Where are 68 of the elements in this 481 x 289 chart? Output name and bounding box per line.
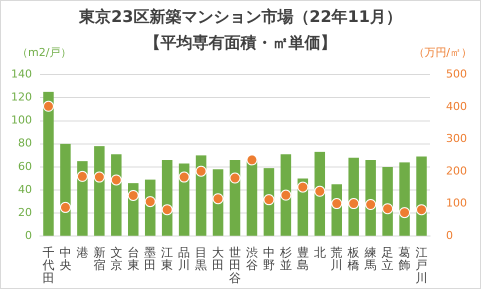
- point: [110, 174, 122, 186]
- y-tick-label: 60: [18, 160, 32, 173]
- point: [212, 193, 224, 204]
- y-tick-label: 120: [10, 90, 32, 104]
- y2-tick-label: 400: [446, 100, 468, 113]
- x-tick-label: 足立: [382, 246, 394, 272]
- y-tick-label: 20: [18, 206, 32, 219]
- point: [144, 196, 156, 208]
- y2-axis-title: （万円/㎡）: [413, 45, 472, 60]
- x-tick-label: 練馬: [364, 246, 377, 272]
- point: [76, 170, 88, 182]
- bar: [94, 146, 105, 236]
- point: [128, 190, 139, 201]
- chart-subtitle: 【平均専有面積・㎡単価】: [144, 33, 336, 52]
- x-tick-label: 世田谷: [229, 246, 241, 285]
- bar: [60, 144, 71, 236]
- point: [60, 202, 71, 213]
- y-axis-title: （m2/戸）: [17, 45, 72, 60]
- y-tick-label: 140: [10, 67, 32, 80]
- point: [348, 198, 360, 210]
- x-tick-label: 板橋: [346, 246, 360, 272]
- point: [230, 172, 240, 184]
- x-tick-label: 荒川: [330, 246, 343, 272]
- x-tick-label: 杉並: [278, 246, 292, 272]
- x-tick-label: 台東: [127, 246, 140, 272]
- x-tick-label: 葛飾: [398, 246, 411, 272]
- point: [331, 198, 342, 210]
- x-tick-label: 豊島: [296, 246, 309, 272]
- point: [382, 203, 394, 214]
- x-tick-label: 墨田: [144, 246, 156, 272]
- y2-tick-label: 100: [446, 196, 468, 210]
- x-tick-label: 港: [76, 246, 88, 260]
- bar: [246, 160, 258, 236]
- y2-tick-label: 200: [446, 164, 468, 178]
- y-tick-label: 100: [10, 114, 32, 127]
- chart-title: 東京23区新築マンション市場（22年11月）: [78, 7, 403, 28]
- x-tick-label: 江戸川: [416, 246, 428, 285]
- x-tick-label: 文京: [110, 246, 122, 272]
- x-tick-label: 中央: [59, 246, 72, 272]
- x-tick-label: 中野: [262, 246, 275, 272]
- x-tick-label: 北: [314, 246, 326, 260]
- point: [42, 100, 54, 112]
- x-tick-label: 品川: [178, 246, 190, 272]
- x-tick-label: 新宿: [93, 246, 106, 272]
- y-tick-label: 40: [18, 182, 32, 196]
- y-tick-label: 0: [24, 229, 32, 242]
- point: [297, 182, 308, 193]
- point: [263, 194, 274, 206]
- point: [246, 154, 258, 166]
- y2-tick-label: 500: [446, 67, 468, 80]
- x-tick-label: 江東: [161, 246, 174, 272]
- point: [280, 190, 292, 201]
- y-tick-label: 80: [18, 136, 32, 150]
- y2-tick-label: 300: [446, 132, 468, 146]
- point: [416, 204, 428, 216]
- point: [399, 207, 410, 218]
- x-tick-label: 目黒: [195, 246, 208, 272]
- x-tick-label: 大田: [212, 246, 224, 272]
- point: [196, 166, 207, 177]
- point: [365, 199, 376, 210]
- x-tick-label: 渋谷: [246, 246, 258, 272]
- point: [162, 204, 173, 216]
- point: [94, 172, 105, 183]
- point: [314, 186, 326, 197]
- x-tick-label: 千代田: [41, 246, 54, 285]
- point: [178, 172, 190, 183]
- y2-tick-label: 0: [446, 229, 454, 242]
- bar: [43, 92, 54, 236]
